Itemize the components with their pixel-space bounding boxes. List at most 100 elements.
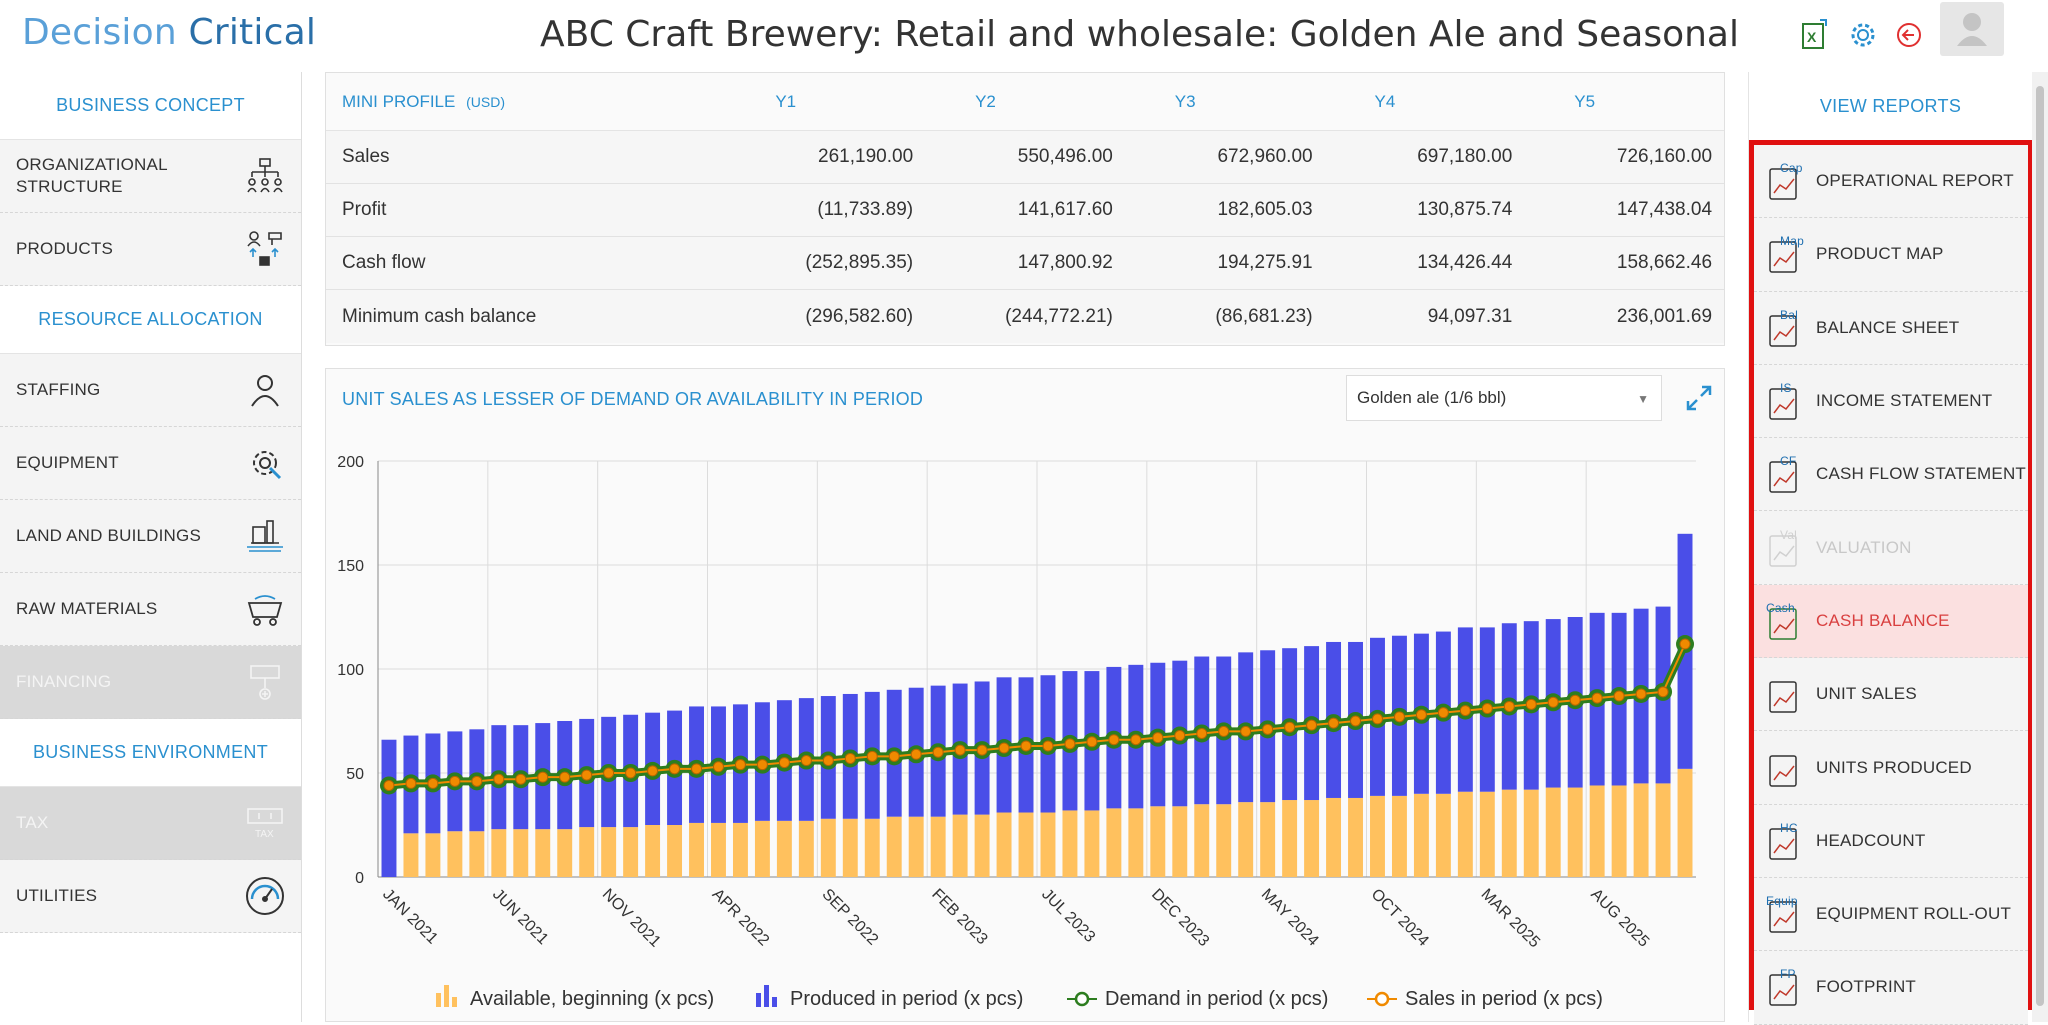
sidebar-item-financing[interactable]: FINANCING — [0, 646, 301, 719]
bar-available — [623, 827, 639, 877]
row-label: Minimum cash balance — [342, 305, 537, 327]
point-sales — [712, 761, 724, 773]
point-sales — [1503, 700, 1515, 712]
sidebar-item-raw-materials[interactable]: RAW MATERIALS — [0, 573, 301, 646]
bar-available — [447, 831, 463, 877]
point-sales — [449, 775, 461, 787]
section-business-environment: BUSINESS ENVIRONMENT — [0, 719, 301, 787]
sidebar-item-equipment[interactable]: EQUIPMENT — [0, 427, 301, 500]
back-arrow-icon[interactable] — [1892, 18, 1926, 52]
table-cell: (244,772.21) — [1005, 305, 1113, 327]
row-label: Sales — [342, 146, 390, 167]
bar-available — [1391, 795, 1407, 877]
point-sales — [1306, 719, 1318, 731]
table-cell: 261,190.00 — [818, 146, 914, 167]
scrollbar-thumb[interactable] — [2036, 86, 2044, 1006]
sidebar-item-organizational-structure[interactable]: ORGANIZATIONAL STRUCTURE — [0, 140, 301, 213]
bar-available — [601, 827, 617, 877]
point-sales — [1108, 734, 1120, 746]
table-cell: 130,875.74 — [1417, 199, 1513, 220]
column-header: Y2 — [975, 91, 996, 111]
logo[interactable]: Decision Critical — [22, 12, 316, 53]
report-item-unit-sales[interactable]: UNIT SALES — [1754, 658, 2028, 732]
expand-icon[interactable] — [1684, 383, 1714, 413]
point-sales — [1218, 725, 1230, 737]
table-cell: 147,800.92 — [1017, 252, 1113, 273]
report-badge: Val — [1780, 527, 1798, 542]
sidebar-item-tax[interactable]: TAX TAX — [0, 787, 301, 860]
sidebar-item-label: FINANCING — [16, 672, 112, 691]
report-item-product-map[interactable]: Map PRODUCT MAP — [1754, 218, 2028, 292]
bar-available — [1655, 783, 1671, 877]
sidebar-item-label: ORGANIZATIONAL STRUCTURE — [16, 155, 168, 196]
product-select[interactable]: Golden ale (1/6 bbl) ▼ — [1346, 375, 1662, 421]
chart-title: UNIT SALES AS LESSER OF DEMAND OR AVAILA… — [342, 389, 924, 409]
bar-available — [974, 814, 990, 877]
bar-available — [1611, 785, 1627, 877]
bar-available — [1523, 789, 1539, 877]
report-item-label: FOOTPRINT — [1816, 977, 1917, 997]
mini-profile-table: MINI PROFILE (USD) Y1 Y2 Y3 Y4 Y5 Sales … — [325, 72, 1725, 346]
report-item-label: BALANCE SHEET — [1816, 317, 1960, 337]
point-sales — [1042, 740, 1054, 752]
bar-available — [1457, 791, 1473, 877]
bar-available — [776, 820, 792, 877]
equipment-rollout-icon: Equip — [1766, 892, 1806, 936]
bar-available — [1260, 802, 1276, 877]
column-header: Y1 — [775, 91, 797, 111]
report-item-units-produced[interactable]: UNITS PRODUCED — [1754, 731, 2028, 805]
bar-available — [1128, 808, 1144, 877]
excel-export-icon[interactable]: X — [1798, 18, 1832, 52]
legend-bar-swatch — [444, 985, 449, 1007]
report-badge: Bal — [1780, 307, 1798, 322]
point-sales — [1086, 736, 1098, 748]
report-item-label: PRODUCT MAP — [1816, 244, 1944, 264]
report-item-label: UNITS PRODUCED — [1816, 757, 1972, 777]
legend-bar-swatch — [756, 993, 761, 1007]
table-row: Cash flow (252,895.35) 147,800.92 194,27… — [326, 237, 1724, 290]
bar-produced — [381, 739, 397, 877]
bar-available — [1084, 810, 1100, 877]
bar-available — [513, 829, 529, 877]
point-sales — [1459, 705, 1471, 717]
report-item-balance-sheet[interactable]: Bal BALANCE SHEET — [1754, 291, 2028, 365]
report-badge: CF — [1780, 454, 1797, 469]
section-business-concept: BUSINESS CONCEPT — [0, 72, 301, 140]
legend-point-swatch — [1374, 991, 1390, 1007]
report-item-cash-balance[interactable]: Cash CASH BALANCE — [1754, 584, 2028, 659]
report-item-operational-report[interactable]: Cap OPERATIONAL REPORT — [1754, 145, 2028, 219]
bar-available — [1040, 812, 1056, 877]
sidebar-item-label: STAFFING — [16, 380, 101, 399]
x-tick-label: JUN 2021 — [489, 886, 551, 948]
sidebar-item-utilities[interactable]: UTILITIES — [0, 860, 301, 933]
table-cell: (86,681.23) — [1215, 305, 1313, 327]
sidebar-item-land-and-buildings[interactable]: LAND AND BUILDINGS — [0, 500, 301, 573]
report-item-valuation[interactable]: Val VALUATION — [1754, 511, 2028, 585]
bar-available — [667, 825, 683, 877]
point-sales — [1415, 709, 1427, 721]
table-cell: 158,662.46 — [1616, 252, 1713, 273]
point-sales — [427, 777, 439, 789]
x-tick-label: NOV 2021 — [599, 886, 664, 951]
gear-icon[interactable] — [1846, 18, 1880, 52]
report-item-equipment-roll-out[interactable]: Equip EQUIPMENT ROLL-OUT — [1754, 877, 2028, 952]
point-sales — [603, 767, 615, 779]
sidebar-item-staffing[interactable]: STAFFING — [0, 354, 301, 427]
legend-point-swatch — [1074, 991, 1090, 1007]
table-cell: (11,733.89) — [817, 199, 914, 220]
report-item-footprint[interactable]: FP FOOTPRINT — [1754, 951, 2028, 1025]
sidebar-item-products[interactable]: PRODUCTS — [0, 213, 301, 286]
report-item-headcount[interactable]: HC HEADCOUNT — [1754, 804, 2028, 878]
sidebar-item-label: RAW MATERIALS — [16, 599, 158, 618]
table-row: Minimum cash balance (296,582.60) (244,7… — [326, 290, 1724, 343]
avatar[interactable] — [1940, 2, 2004, 56]
point-sales — [1064, 738, 1076, 750]
scrollbar[interactable] — [2032, 72, 2048, 1022]
table-header: MINI PROFILE (USD) Y1 Y2 Y3 Y4 Y5 — [326, 73, 1724, 131]
x-tick-label: JUL 2023 — [1038, 886, 1098, 946]
point-sales — [1284, 721, 1296, 733]
report-item-cash-flow-statement[interactable]: CF CASH FLOW STATEMENT — [1754, 438, 2028, 512]
column-header: Y5 — [1574, 91, 1596, 111]
report-item-income-statement[interactable]: IS INCOME STATEMENT — [1754, 364, 2028, 439]
y-tick-label: 100 — [337, 662, 364, 679]
